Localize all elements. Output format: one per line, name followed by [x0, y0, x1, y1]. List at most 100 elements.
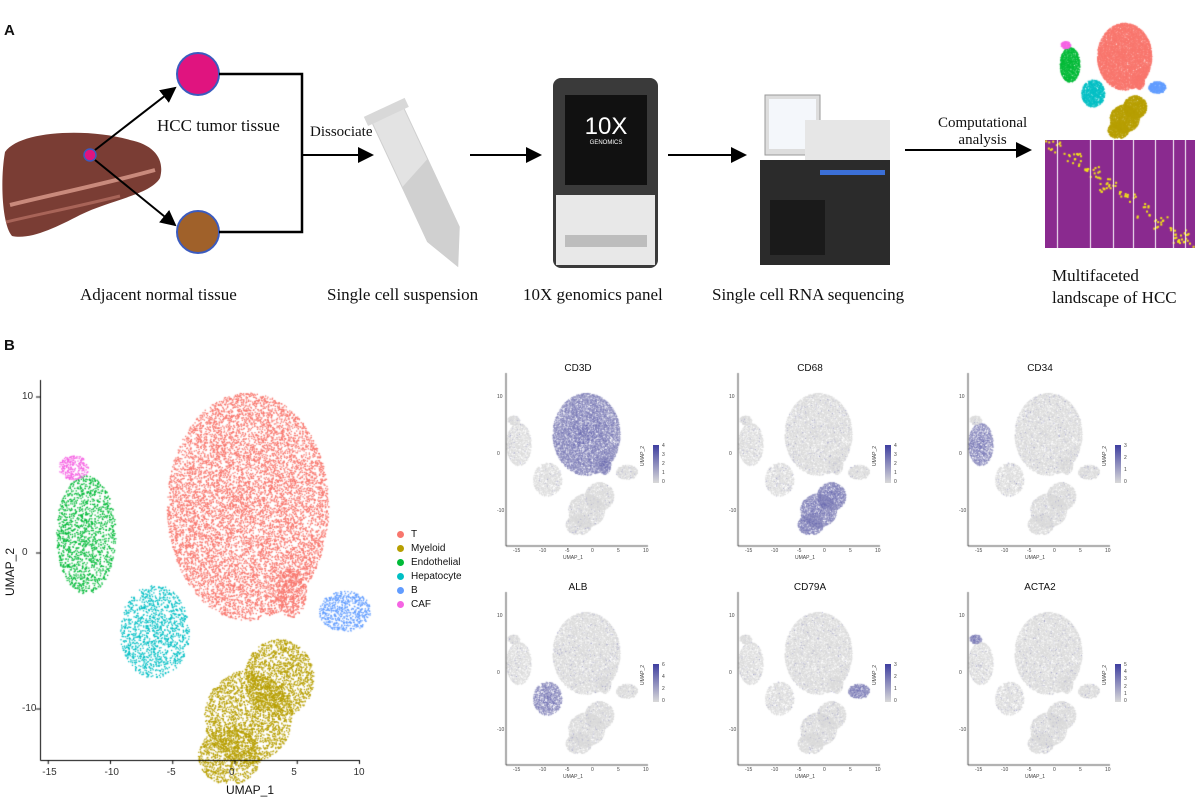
colorbar-tick: 2	[894, 674, 897, 680]
legend-swatch	[397, 558, 404, 566]
feature-scatter	[960, 368, 1160, 563]
genomics-label: 10X genomics panel	[523, 285, 663, 304]
sequencer-icon	[760, 94, 890, 265]
feature-x-tick: -15	[513, 767, 521, 773]
y-tick-label: -10	[22, 703, 37, 714]
colorbar-tick: 0	[662, 698, 665, 704]
feature-y-tick: 0	[497, 451, 500, 457]
dissociate-label: Dissociate	[310, 124, 373, 140]
landscape-label: Multifaceted landscape of HCC	[1052, 266, 1177, 307]
feature-ylabel: UMAP_2	[872, 445, 879, 467]
arrow-to-normal	[94, 159, 177, 227]
legend-label: Endothelial	[411, 556, 461, 568]
legend-label: B	[411, 584, 418, 596]
computational-label: Computational analysis	[938, 115, 1028, 148]
feature-y-tick: 0	[729, 451, 732, 457]
feature-y-tick: 0	[497, 670, 500, 676]
feature-xlabel: UMAP_1	[563, 555, 584, 561]
feature-ylabel: UMAP_2	[640, 445, 647, 467]
feature-x-tick: -10	[771, 548, 779, 554]
feature-y-tick: -10	[729, 727, 737, 733]
10x-logo: 10X	[584, 113, 628, 140]
feature-x-tick: 10	[1105, 548, 1111, 554]
feature-ylabel: UMAP_2	[1102, 664, 1109, 686]
feature-y-tick: -10	[497, 508, 505, 514]
legend-item: Hepatocyte	[397, 569, 462, 583]
feature-x-tick: 5	[849, 767, 852, 773]
y-tick-label: 0	[22, 547, 28, 558]
colorbar-tick: 5	[1124, 662, 1127, 668]
feature-x-tick: -5	[1027, 548, 1032, 554]
legend-label: T	[411, 528, 418, 540]
y-tick-label: 10	[22, 391, 34, 402]
tube-icon	[363, 97, 460, 268]
feature-x-tick: -5	[797, 767, 802, 773]
feature-x-tick: 10	[1105, 767, 1111, 773]
feature-y-tick: 10	[959, 613, 965, 619]
colorbar	[885, 664, 891, 702]
suspension-label: Single cell suspension	[327, 285, 479, 304]
tumor-spot-icon	[83, 148, 97, 162]
feature-x-tick: -5	[565, 548, 570, 554]
feature-x-tick: -10	[1001, 548, 1009, 554]
colorbar-tick: 6	[662, 662, 665, 668]
workflow-diagram	[2, 52, 1032, 268]
colorbar-tick: 4	[1124, 669, 1127, 676]
mini-umap-thumbnail	[1040, 15, 1200, 140]
legend-item: T	[397, 527, 462, 541]
feature-x-tick: -15	[745, 767, 753, 773]
colorbar-tick: 2	[662, 461, 665, 467]
10x-device-icon	[553, 78, 658, 268]
legend-item: Myeloid	[397, 541, 462, 555]
feature-y-tick: 10	[959, 394, 965, 400]
feature-x-tick: -15	[745, 548, 753, 554]
feature-y-tick: -10	[729, 508, 737, 514]
feature-y-tick: 10	[497, 394, 503, 400]
x-tick-label: 0	[229, 767, 235, 778]
adjacent-normal-label: Adjacent normal tissue	[80, 285, 237, 304]
colorbar-tick: 1	[894, 686, 897, 692]
colorbar-tick: 4	[662, 674, 665, 680]
feature-scatter	[730, 587, 930, 782]
colorbar-tick: 0	[894, 698, 897, 704]
legend-item: Endothelial	[397, 555, 462, 569]
feature-x-tick: 5	[617, 767, 620, 773]
colorbar	[653, 445, 659, 483]
feature-x-tick: 10	[643, 767, 649, 773]
feature-xlabel: UMAP_1	[1025, 555, 1046, 561]
legend-item: B	[397, 583, 462, 597]
feature-x-tick: 0	[591, 767, 594, 773]
feature-ylabel: UMAP_2	[872, 664, 879, 686]
colorbar-tick: 1	[894, 470, 897, 476]
colorbar-tick: 0	[894, 479, 897, 485]
feature-x-tick: 0	[1053, 548, 1056, 554]
colorbar	[1115, 664, 1121, 702]
legend-label: Myeloid	[411, 542, 446, 554]
feature-x-tick: -5	[797, 548, 802, 554]
heatmap-thumbnail	[1045, 140, 1195, 248]
feature-x-tick: 5	[617, 548, 620, 554]
umap-xlabel: UMAP_1	[226, 783, 275, 797]
merge-bracket	[219, 72, 304, 234]
feature-x-tick: 0	[823, 548, 826, 554]
colorbar	[1115, 445, 1121, 483]
feature-x-tick: 5	[1079, 548, 1082, 554]
colorbar-tick: 1	[1124, 467, 1127, 473]
feature-x-tick: -10	[539, 767, 547, 773]
colorbar-tick: 4	[894, 443, 897, 449]
feature-x-tick: 0	[591, 548, 594, 554]
arrow-to-tumor	[94, 86, 177, 151]
feature-x-tick: 0	[823, 767, 826, 773]
feature-x-tick: -10	[1001, 767, 1009, 773]
feature-x-tick: -5	[1027, 767, 1032, 773]
colorbar-tick: 3	[894, 662, 897, 668]
cluster-legend: T Myeloid Endothelial Hepatocyte B CAF	[397, 527, 462, 611]
feature-x-tick: -15	[975, 767, 983, 773]
colorbar-tick: 0	[1124, 479, 1127, 485]
feature-y-tick: 0	[959, 451, 962, 457]
legend-swatch	[397, 530, 404, 538]
feature-x-tick: 5	[849, 548, 852, 554]
feature-scatter	[730, 368, 930, 563]
feature-xlabel: UMAP_1	[795, 774, 816, 780]
10x-logo-sub: GENOMICS	[589, 140, 623, 146]
